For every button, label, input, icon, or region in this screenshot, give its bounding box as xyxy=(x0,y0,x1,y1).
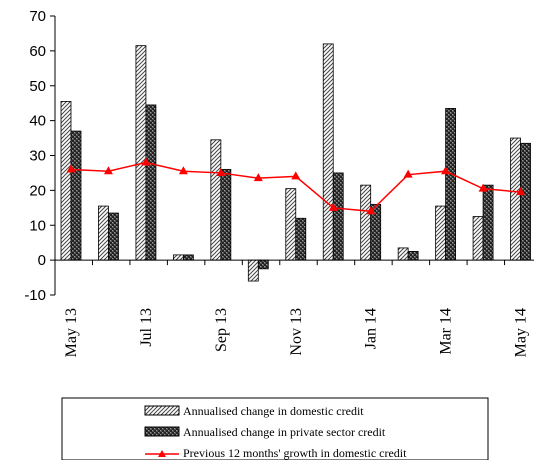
bar-domestic-credit-1 xyxy=(98,205,109,261)
bar-private-credit-0 xyxy=(70,130,82,261)
point-12-month-growth-6 xyxy=(291,171,301,180)
bar-private-credit-7 xyxy=(332,172,344,261)
bar-private-credit-12 xyxy=(520,142,531,261)
y-tick-label-20: 20 xyxy=(29,182,46,199)
bar-domestic-credit-7 xyxy=(322,43,334,261)
legend-item-12-month-growth: Previous 12 months' growth in domestic c… xyxy=(145,446,407,460)
y-tick-label-60: 60 xyxy=(29,43,46,60)
legend-marker-12-month-growth xyxy=(158,450,166,457)
bar-domestic-credit-12 xyxy=(510,137,521,261)
legend-label-12-month-growth: Previous 12 months' growth in domestic c… xyxy=(183,446,407,460)
bar-domestic-credit-6 xyxy=(285,188,297,261)
x-tick-label-nov-13: Nov 13 xyxy=(288,308,305,356)
bar-private-credit-1 xyxy=(108,212,119,261)
bar-private-credit-10 xyxy=(445,108,457,261)
bar-domestic-credit-0 xyxy=(60,101,72,261)
bar-domestic-credit-5 xyxy=(247,259,259,282)
legend-swatch-domestic-credit xyxy=(144,405,180,416)
point-12-month-growth-3 xyxy=(178,166,188,175)
x-axis: May 13 Jul 13 Sep 13 Nov 13 Jan 14 Mar 14 May … xyxy=(54,259,534,357)
bar-domestic-credit-11 xyxy=(472,216,484,261)
legend: Annualised change in domestic credit Ann… xyxy=(61,397,489,460)
point-12-month-growth-0 xyxy=(66,164,76,173)
x-tick-label-mar-14: Mar 14 xyxy=(438,308,455,355)
point-12-month-growth-5 xyxy=(253,173,263,182)
y-tick-label-0: 0 xyxy=(38,252,46,269)
y-tick-label--10: -10 xyxy=(24,287,46,304)
legend-item-domestic-credit: Annualised change in domestic credit xyxy=(144,404,364,418)
bar-private-credit-5 xyxy=(257,259,269,270)
bar-domestic-credit-8 xyxy=(360,184,372,261)
legend-label-private-credit: Annualised change in private sector cred… xyxy=(183,425,386,439)
point-12-month-growth-2 xyxy=(141,157,151,166)
y-tick-label-40: 40 xyxy=(29,113,46,130)
x-tick-label-jul-13: Jul 13 xyxy=(138,308,155,347)
bar-domestic-credit-9 xyxy=(397,247,409,261)
y-tick-label-10: 10 xyxy=(29,217,46,234)
point-12-month-growth-9 xyxy=(403,169,413,178)
point-12-month-growth-12 xyxy=(516,187,526,196)
point-12-month-growth-11 xyxy=(478,183,488,192)
bar-domestic-credit-2 xyxy=(135,45,147,261)
x-tick-label-may-14: May 14 xyxy=(513,308,530,357)
x-tick-label-may-13: May 13 xyxy=(63,308,80,357)
legend-label-domestic-credit: Annualised change in domestic credit xyxy=(183,404,364,418)
bar-domestic-credit-3 xyxy=(172,254,184,261)
bar-domestic-credit-4 xyxy=(210,139,222,261)
y-tick-label-50: 50 xyxy=(29,78,46,95)
legend-box xyxy=(61,397,489,460)
point-12-month-growth-10 xyxy=(441,166,451,175)
legend-swatch-private-credit xyxy=(144,426,180,437)
x-tick-label-jan-14: Jan 14 xyxy=(363,308,380,349)
y-axis: -10 0 10 20 30 40 50 60 70 xyxy=(24,8,56,304)
point-12-month-growth-4 xyxy=(216,167,226,176)
bar-private-credit-9 xyxy=(407,251,419,261)
bar-private-credit-2 xyxy=(145,104,157,261)
legend-item-private-credit: Annualised change in private sector cred… xyxy=(144,425,386,439)
bar-private-credit-3 xyxy=(182,254,194,261)
bar-domestic-credit-10 xyxy=(435,205,447,261)
plot-area xyxy=(60,43,531,282)
bar-private-credit-11 xyxy=(482,184,494,261)
y-tick-label-70: 70 xyxy=(29,8,46,25)
point-12-month-growth-1 xyxy=(103,166,113,175)
x-tick-label-sep-13: Sep 13 xyxy=(213,308,230,352)
y-tick-label-30: 30 xyxy=(29,148,46,165)
bar-private-credit-6 xyxy=(295,217,307,261)
point-12-month-growth-7 xyxy=(328,202,338,211)
bar-private-credit-4 xyxy=(220,169,232,261)
point-12-month-growth-8 xyxy=(366,206,376,215)
